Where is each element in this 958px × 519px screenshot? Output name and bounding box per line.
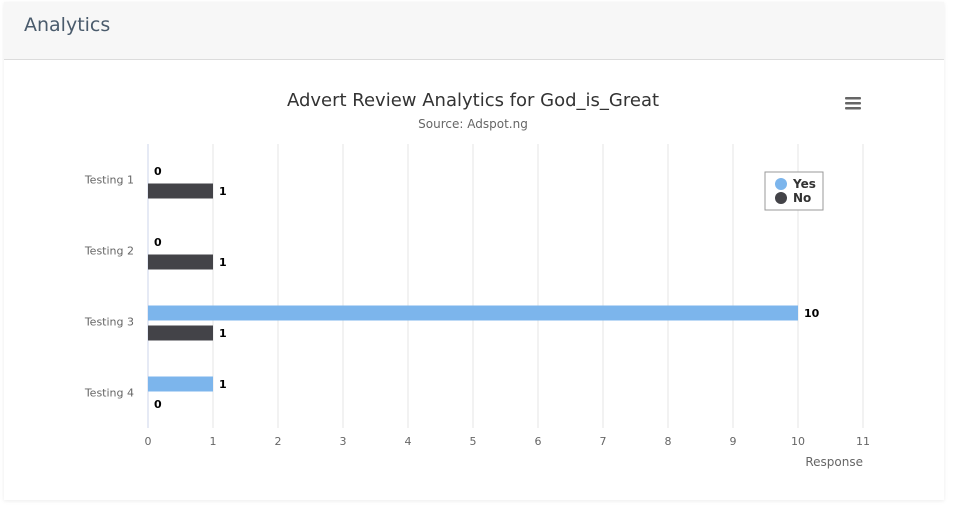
x-tick-label: 8 xyxy=(665,435,672,448)
data-label: 10 xyxy=(804,307,820,320)
chart-subtitle: Source: Adspot.ng xyxy=(418,117,528,131)
x-tick-label: 0 xyxy=(145,435,152,448)
chart-gridlines xyxy=(147,144,864,428)
bar-chart: Advert Review Analytics for God_is_Great… xyxy=(84,90,871,469)
data-label: 0 xyxy=(154,398,162,411)
x-tick-label: 2 xyxy=(275,435,282,448)
legend-item-yes[interactable]: Yes xyxy=(792,177,816,191)
bar-yes[interactable] xyxy=(148,305,798,321)
x-tick-label: 7 xyxy=(600,435,607,448)
y-category-label: Testing 1 xyxy=(84,174,134,187)
legend-box xyxy=(764,171,824,211)
x-tick-label: 5 xyxy=(470,435,477,448)
x-tick-label: 3 xyxy=(340,435,347,448)
chart-bars xyxy=(148,183,798,392)
x-axis-title: Response xyxy=(805,455,863,469)
y-category-label: Testing 3 xyxy=(84,316,134,329)
data-label: 0 xyxy=(154,236,162,249)
chart-title: Advert Review Analytics for God_is_Great xyxy=(287,90,659,111)
card-header: Analytics xyxy=(4,2,944,60)
legend-marker[interactable] xyxy=(775,178,787,190)
y-category-label: Testing 2 xyxy=(84,245,134,258)
x-tick-label: 11 xyxy=(856,435,870,448)
data-label: 0 xyxy=(154,165,162,178)
legend-item-no[interactable]: No xyxy=(793,191,811,205)
legend-marker[interactable] xyxy=(775,192,787,204)
x-tick-label: 9 xyxy=(730,435,737,448)
bar-yes[interactable] xyxy=(148,376,213,392)
bar-no[interactable] xyxy=(148,254,213,270)
chart-category-labels: Testing 1 Testing 2 Testing 3 Testing 4 xyxy=(84,174,134,400)
x-tick-label: 10 xyxy=(791,435,805,448)
x-tick-label: 6 xyxy=(535,435,542,448)
data-label: 1 xyxy=(219,378,227,391)
x-tick-label: 1 xyxy=(210,435,217,448)
x-tick-label: 4 xyxy=(405,435,412,448)
bar-no[interactable] xyxy=(148,183,213,199)
data-label: 1 xyxy=(219,327,227,340)
y-category-label: Testing 4 xyxy=(84,387,134,400)
data-label: 1 xyxy=(219,256,227,269)
page-title: Analytics xyxy=(24,14,111,36)
data-label: 1 xyxy=(219,185,227,198)
analytics-card: Analytics Advert Review Analytics for Go… xyxy=(4,2,944,500)
bar-no[interactable] xyxy=(148,325,213,341)
chart-container: Advert Review Analytics for God_is_Great… xyxy=(4,60,944,500)
chart-tick-labels: 0 1 2 3 4 5 6 7 8 9 10 11 xyxy=(145,435,871,448)
hamburger-menu-icon[interactable] xyxy=(840,90,866,116)
